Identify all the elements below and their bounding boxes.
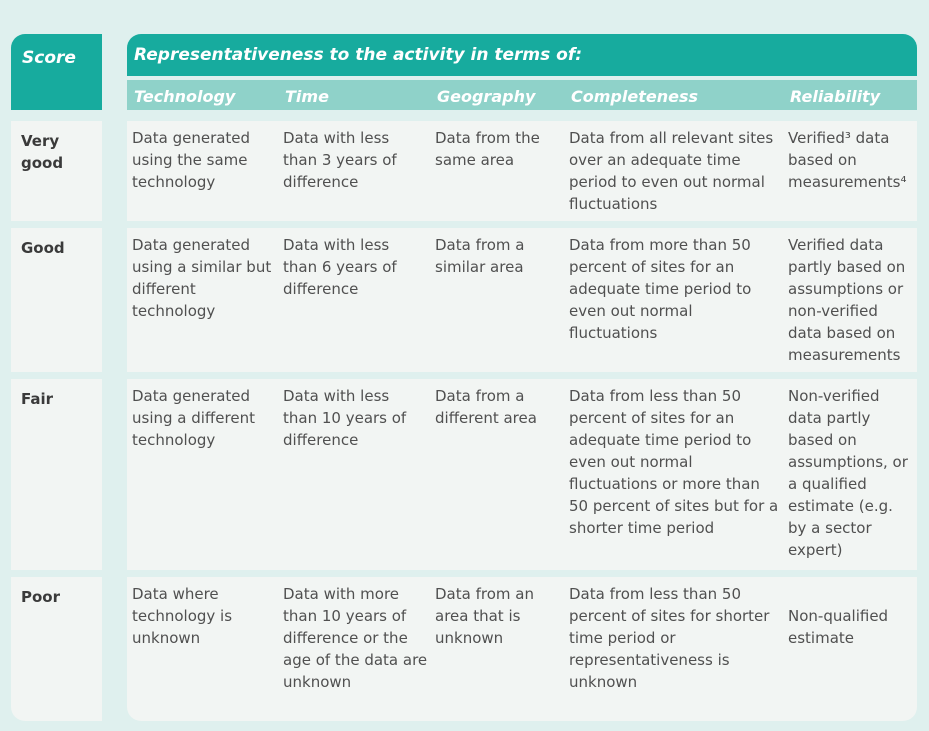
column-header-time: Time — [285, 87, 329, 106]
subheader-row: Technology Time Geography Completeness R… — [127, 80, 917, 110]
column-header-reliability: Reliability — [790, 87, 881, 106]
table-row: Data generated using the same technology… — [127, 121, 917, 221]
time-cell: Data with less than 10 years of differen… — [283, 387, 407, 449]
geography-cell: Data from the same area — [435, 129, 540, 169]
reliability-cell: Verified³ data based on measurements⁴ — [788, 129, 907, 191]
completeness-cell: Data from all relevant sites over an ade… — [569, 129, 774, 213]
score-cell-fair: Fair — [11, 379, 102, 570]
score-cell-good: Good — [11, 228, 102, 372]
geography-cell: Data from an area that is unknown — [435, 585, 534, 647]
geography-cell: Data from a different area — [435, 387, 537, 427]
column-header-geography: Geography — [437, 87, 536, 106]
completeness-cell: Data from less than 50 percent of sites … — [569, 387, 779, 537]
score-label: Fair — [21, 390, 54, 408]
score-header-label: Score — [22, 48, 76, 68]
technology-cell: Data generated using a similar but diffe… — [132, 236, 272, 320]
score-label: Very good — [21, 132, 64, 172]
column-header-technology: Technology — [134, 87, 236, 106]
reliability-cell: Non-verified data partly based on assump… — [788, 387, 908, 559]
score-column-header: Score — [11, 34, 102, 110]
technology-cell: Data generated using a different technol… — [132, 387, 255, 449]
score-cell-poor: Poor — [11, 577, 102, 721]
score-cell-very-good: Very good — [11, 121, 102, 221]
reliability-cell: Verified data partly based on assumption… — [788, 236, 906, 364]
technology-cell: Data where technology is unknown — [132, 585, 233, 647]
completeness-cell: Data from less than 50 percent of sites … — [569, 585, 770, 691]
time-cell: Data with less than 3 years of differenc… — [283, 129, 397, 191]
representativeness-header: Representativeness to the activity in te… — [127, 34, 917, 76]
table-row: Data generated using a similar but diffe… — [127, 228, 917, 372]
table-row: Data where technology is unknown Data wi… — [127, 577, 917, 721]
score-label: Good — [21, 239, 65, 257]
completeness-cell: Data from more than 50 percent of sites … — [569, 236, 752, 342]
time-cell: Data with less than 6 years of differenc… — [283, 236, 397, 298]
representativeness-header-label: Representativeness to the activity in te… — [134, 45, 583, 65]
reliability-cell: Non-qualified estimate — [788, 607, 889, 647]
geography-cell: Data from a similar area — [435, 236, 525, 276]
score-label: Poor — [21, 588, 61, 606]
table-row: Data generated using a different technol… — [127, 379, 917, 570]
column-header-completeness: Completeness — [571, 87, 698, 106]
technology-cell: Data generated using the same technology — [132, 129, 251, 191]
time-cell: Data with more than 10 years of differen… — [283, 585, 428, 691]
